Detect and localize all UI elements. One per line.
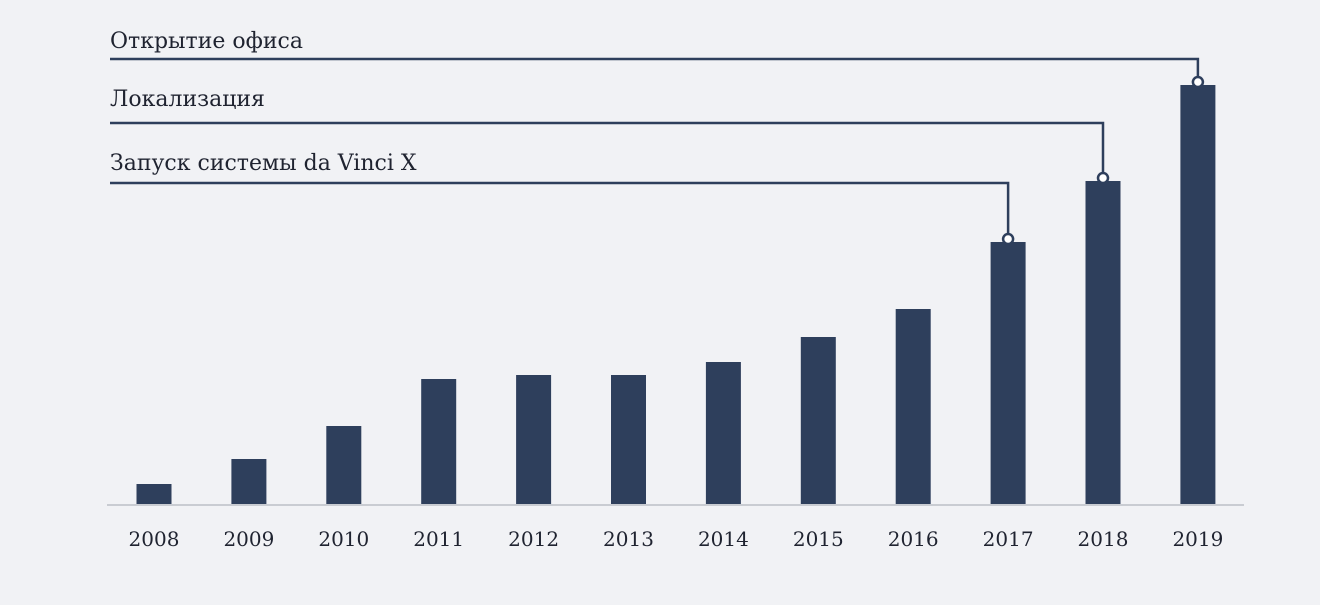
x-tick-2010: 2010 (318, 527, 369, 551)
x-tick-2008: 2008 (129, 527, 180, 551)
annotation-leader-2017 (110, 181, 1010, 237)
annotation-marker-2019 (1191, 75, 1205, 89)
bar-2010 (326, 426, 362, 504)
annotation-leader-2018 (110, 121, 1105, 176)
annotation-label-2018: Локализация (110, 87, 265, 112)
x-tick-2018: 2018 (1078, 527, 1129, 551)
x-tick-2011: 2011 (413, 527, 464, 551)
x-tick-2013: 2013 (603, 527, 654, 551)
bar-2014 (705, 362, 741, 504)
bar-2017 (990, 242, 1026, 504)
annotations-layer: Открытие офиса Локализация Запуск системы … (110, 29, 1205, 246)
x-tick-2012: 2012 (508, 527, 559, 551)
x-tick-2014: 2014 (698, 527, 749, 551)
x-tick-2016: 2016 (888, 527, 939, 551)
x-tick-2009: 2009 (223, 527, 274, 551)
annotation-label-2017: Запуск системы da Vinci X (110, 151, 417, 176)
bar-2012 (516, 375, 552, 504)
annotation-label-2019: Открытие офиса (110, 29, 303, 54)
annotation-marker-2017 (1001, 232, 1015, 246)
x-tick-2015: 2015 (793, 527, 844, 551)
bar-2009 (231, 459, 267, 504)
bar-2018 (1085, 181, 1121, 504)
bar-2008 (136, 484, 172, 504)
x-tick-labels: 2008 2009 2010 2011 2012 2013 2014 2015 2016 2017… (129, 527, 1224, 551)
x-tick-2017: 2017 (983, 527, 1034, 551)
bar-2011 (421, 379, 457, 504)
bar-2015 (800, 337, 836, 504)
bar-2019 (1180, 85, 1216, 504)
annotation-marker-2018 (1096, 171, 1110, 185)
bar-2016 (895, 309, 931, 504)
bars-layer (136, 85, 1216, 504)
bar-2013 (611, 375, 646, 504)
x-tick-2019: 2019 (1172, 527, 1223, 551)
annotation-leader-2019 (110, 57, 1200, 80)
